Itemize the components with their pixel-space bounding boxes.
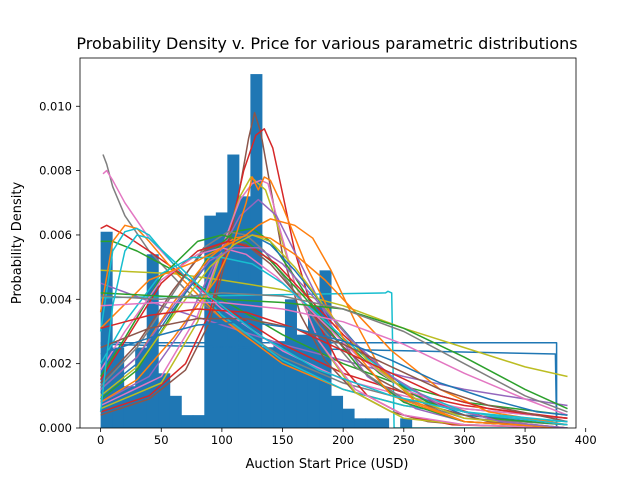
histogram-bar [331, 395, 344, 428]
y-tick-label: 0.004 [39, 292, 72, 306]
x-tick-label: 250 [393, 433, 415, 447]
distribution-curve [100, 282, 568, 407]
distribution-curve [100, 111, 568, 428]
distribution-curve [100, 234, 568, 426]
y-tick-label: 0.008 [39, 164, 72, 178]
distribution-curve [100, 198, 568, 428]
distribution-curve [100, 301, 568, 416]
distribution-curve [100, 179, 568, 428]
plot-frame [79, 57, 577, 429]
histogram-bar [215, 212, 228, 428]
distribution-curve [100, 240, 568, 416]
distribution-curve [100, 240, 568, 428]
x-tick-label: 150 [272, 433, 294, 447]
y-tick-label: 0.000 [39, 421, 72, 435]
distribution-curves [99, 111, 568, 428]
distribution-curve [100, 224, 568, 420]
y-axis: 0.000 0.002 0.004 0.006 0.008 0.010 [39, 99, 80, 435]
x-tick-label: 100 [211, 433, 233, 447]
y-tick-label: 0.006 [39, 228, 72, 242]
x-tick-label: 300 [453, 433, 475, 447]
distribution-curve [100, 308, 568, 420]
histogram-bar [342, 408, 355, 428]
distribution-curve [100, 247, 568, 428]
x-axis: 0 50 100 150 200 250 300 350 400 [97, 428, 597, 447]
distribution-curve [102, 154, 568, 420]
histogram-bar [169, 395, 182, 428]
histogram-bar [365, 418, 378, 428]
histogram-bar [261, 347, 274, 428]
distribution-curve [100, 292, 568, 413]
distribution-curve [99, 247, 568, 426]
x-tick-label: 50 [154, 433, 169, 447]
x-tick-label: 350 [514, 433, 536, 447]
distribution-curve [100, 234, 568, 428]
histogram-bar [181, 415, 194, 428]
y-axis-label: Probability Density [10, 182, 25, 305]
distribution-curve [99, 234, 568, 423]
y-tick-label: 0.010 [39, 99, 72, 113]
x-tick-label: 0 [97, 433, 104, 447]
distribution-curve [100, 218, 568, 428]
histogram-bar [192, 415, 205, 428]
histogram-bar [400, 418, 413, 428]
histogram-bar [354, 418, 367, 428]
y-tick-label: 0.002 [39, 357, 72, 371]
x-axis-label: Auction Start Price (USD) [246, 457, 409, 472]
histogram-bar [377, 418, 390, 428]
x-tick-label: 400 [575, 433, 597, 447]
distribution-curve [100, 343, 568, 428]
histogram-bar [123, 386, 136, 428]
histogram-bar [158, 373, 171, 428]
chart-title: Probability Density v. Price for various… [76, 34, 577, 53]
distribution-curve [100, 321, 568, 416]
x-tick-label: 200 [332, 433, 354, 447]
distribution-curve [100, 317, 568, 423]
